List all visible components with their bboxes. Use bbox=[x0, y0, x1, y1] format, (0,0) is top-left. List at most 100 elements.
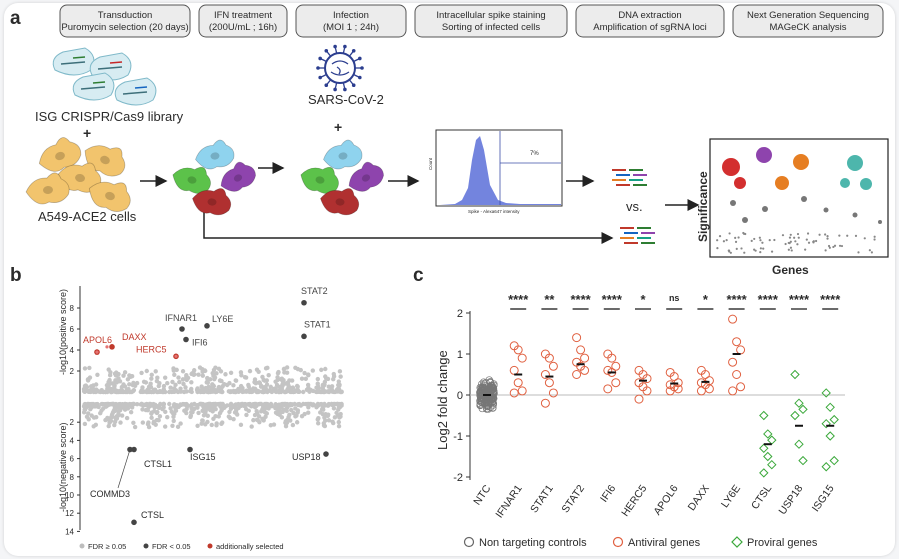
background-gene-dot bbox=[336, 405, 342, 410]
positive-hit-label: IFI6 bbox=[192, 338, 208, 348]
background-gene-dot bbox=[146, 424, 152, 430]
background-gene-dot bbox=[235, 412, 240, 417]
cell-icon bbox=[323, 139, 363, 170]
panel-c-label: c bbox=[413, 265, 424, 286]
antiviral-point bbox=[580, 353, 590, 363]
background-gene-dot bbox=[157, 414, 163, 419]
gene-dot bbox=[801, 196, 807, 202]
plus-sign-1: + bbox=[83, 125, 91, 141]
background-gene-dot bbox=[217, 378, 223, 383]
step-subtitle: (200U/mL ; 16h) bbox=[209, 22, 277, 33]
background-gene-dot bbox=[331, 406, 337, 411]
antiviral-point bbox=[548, 361, 558, 371]
background-gene-dot bbox=[162, 375, 168, 380]
background-gene-dot bbox=[294, 383, 300, 389]
background-gene-dot bbox=[83, 402, 89, 407]
background-gene-dot bbox=[229, 402, 234, 407]
background-gene-dot bbox=[220, 389, 225, 395]
background-gene-dot bbox=[254, 403, 259, 409]
significance-label: **** bbox=[726, 292, 747, 307]
category-label: STAT1 bbox=[528, 483, 556, 516]
b-top-tick-label: 8 bbox=[70, 304, 75, 313]
background-gene-dot bbox=[128, 374, 134, 379]
background-gene-dot bbox=[235, 388, 240, 394]
positive-hit-label: IFNAR1 bbox=[165, 313, 197, 323]
antiviral-point bbox=[603, 384, 613, 394]
b-top-tick-label: 4 bbox=[70, 346, 75, 355]
antiviral-point bbox=[728, 357, 738, 367]
background-gene-dot bbox=[336, 382, 341, 388]
panel-b-label: b bbox=[10, 265, 22, 286]
control-point bbox=[479, 383, 488, 391]
genes-axis-label: Genes bbox=[772, 263, 809, 277]
background-gene-dot bbox=[242, 401, 248, 407]
background-gene-dot bbox=[217, 410, 223, 416]
antiviral-point bbox=[728, 386, 738, 396]
background-gene-dot bbox=[181, 401, 186, 407]
background-gene-dot bbox=[128, 389, 133, 395]
svg-text:FDR < 0.05: FDR < 0.05 bbox=[152, 542, 191, 551]
background-gene-dot bbox=[211, 373, 216, 379]
hit-gene-dot bbox=[722, 158, 740, 176]
antiviral-point bbox=[544, 353, 554, 363]
background-gene-dot bbox=[218, 401, 224, 407]
category-label: STAT2 bbox=[559, 483, 587, 516]
background-gene-dot bbox=[149, 372, 154, 378]
background-gene-dot bbox=[326, 418, 332, 423]
svg-text:Non targeting controls: Non targeting controls bbox=[479, 537, 587, 549]
background-gene-dot bbox=[299, 376, 305, 381]
significance-label: **** bbox=[570, 292, 591, 307]
background-gene-dot bbox=[279, 415, 285, 420]
background-gene-dot bbox=[214, 371, 219, 376]
background-gene-dot bbox=[206, 401, 211, 407]
plus-sign-2: + bbox=[334, 119, 342, 135]
background-gene-dot bbox=[101, 401, 106, 407]
background-gene-dot bbox=[110, 414, 115, 420]
background-gene-dot bbox=[274, 382, 280, 388]
background-gene-dot bbox=[83, 383, 89, 388]
background-gene-dot bbox=[106, 417, 111, 422]
background-gene-dot bbox=[293, 414, 298, 419]
background-gene-dot bbox=[254, 380, 259, 386]
antiviral-point bbox=[544, 378, 554, 388]
proviral-point bbox=[798, 455, 808, 466]
step-title: Infection bbox=[333, 10, 369, 21]
background-gene-dot bbox=[153, 369, 158, 374]
background-gene-dot bbox=[191, 406, 197, 411]
background-gene-dot bbox=[171, 418, 176, 424]
background-gene-dot bbox=[122, 370, 128, 375]
hit-gene-dot bbox=[840, 178, 850, 188]
proviral-point bbox=[829, 455, 839, 466]
background-gene-dot bbox=[118, 420, 123, 425]
cells-label: A549-ACE2 cells bbox=[38, 209, 137, 224]
background-gene-dot bbox=[198, 389, 203, 395]
proviral-point bbox=[790, 369, 800, 380]
significance-label: * bbox=[640, 292, 646, 307]
library-label: ISG CRISPR/Cas9 library bbox=[35, 109, 184, 124]
background-gene-dot bbox=[315, 381, 320, 386]
step-box: Infection(MOI 1 ; 24h) bbox=[295, 4, 407, 38]
background-gene-dot bbox=[127, 382, 132, 387]
background-gene-dot bbox=[148, 385, 154, 390]
hit-gene-dot bbox=[775, 176, 789, 190]
flow-x-label: Spike - Alexa647 intensity bbox=[468, 209, 520, 214]
background-gene-dot bbox=[114, 389, 120, 395]
proviral-point bbox=[794, 439, 804, 449]
background-gene-dot bbox=[238, 403, 244, 408]
background-gene-dot bbox=[139, 401, 145, 407]
proviral-point bbox=[821, 418, 831, 429]
negative-hit-label: CTSL1 bbox=[144, 459, 172, 469]
antiviral-point bbox=[517, 386, 527, 396]
background-gene-dot bbox=[114, 370, 119, 375]
background-gene-dot bbox=[156, 405, 161, 411]
b-bottom-tick-label: 8 bbox=[70, 473, 75, 482]
background-gene-dot bbox=[93, 422, 99, 428]
background-gene-dot bbox=[168, 406, 173, 411]
step-box: IFN treatment(200U/mL ; 16h) bbox=[198, 4, 288, 38]
control-point bbox=[476, 401, 484, 410]
control-point bbox=[488, 386, 496, 394]
c-y-tick-label: 1 bbox=[457, 349, 463, 361]
proviral-point bbox=[825, 402, 835, 413]
background-gene-dot bbox=[114, 414, 120, 419]
background-gene-dot bbox=[324, 412, 329, 418]
